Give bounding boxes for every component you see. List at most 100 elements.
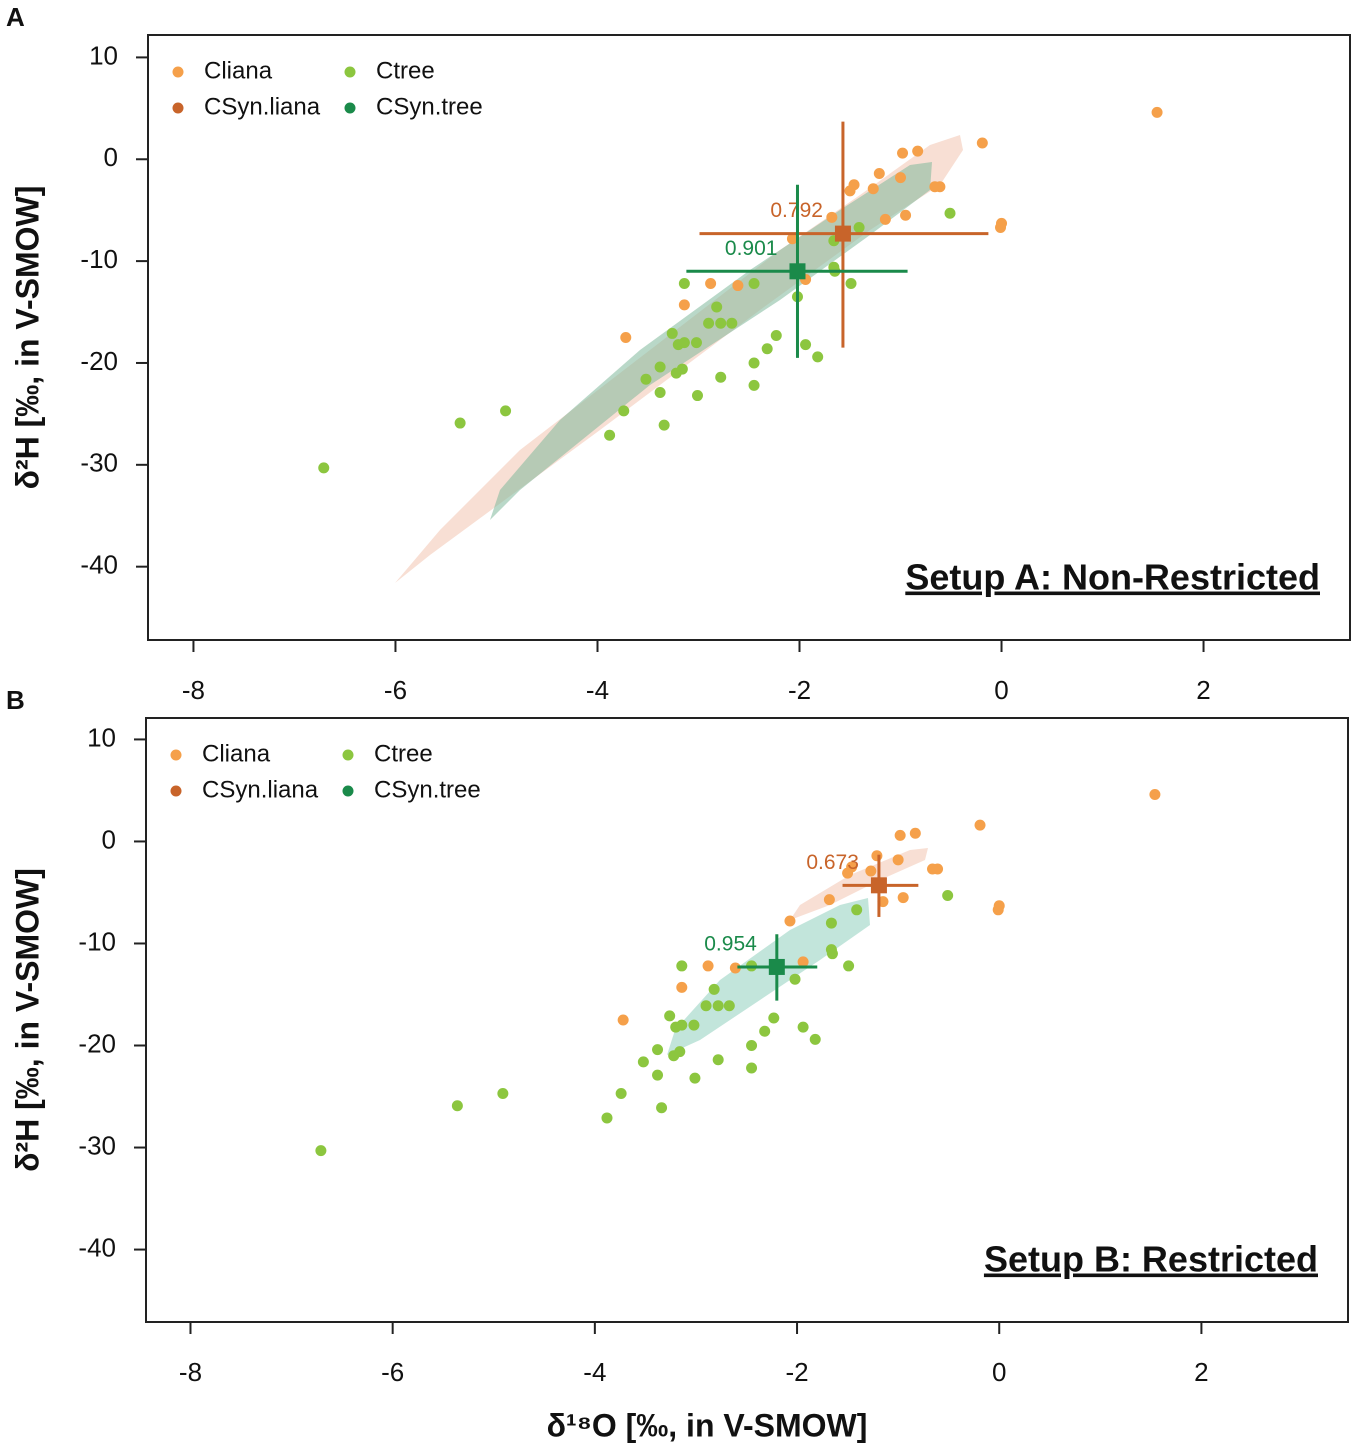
y-tick-label: -40: [80, 550, 118, 580]
point: [843, 960, 855, 972]
x-tick-label: 2: [1196, 675, 1210, 705]
y-axis-title: δ²H [‰, in V-SMOW]: [9, 868, 45, 1172]
legend-marker: [342, 785, 354, 797]
point: [748, 379, 760, 391]
point: [676, 1019, 688, 1031]
y-tick-label: 10: [87, 722, 116, 752]
synthetic-point: [789, 263, 806, 280]
point: [315, 1145, 327, 1157]
point: [823, 894, 835, 906]
annotation: 0.954: [704, 932, 757, 955]
point: [825, 917, 837, 929]
point: [652, 1044, 664, 1056]
x-tick-label: -6: [381, 1357, 404, 1387]
x-tick-label: 2: [1194, 1357, 1208, 1387]
x-tick-label: 0: [994, 675, 1008, 705]
y-tick-label: -10: [80, 244, 118, 274]
point: [797, 1021, 809, 1033]
point: [451, 1100, 463, 1112]
point: [900, 209, 912, 221]
y-tick-label: 0: [104, 142, 118, 172]
point: [708, 983, 720, 995]
y-tick-label: 10: [89, 40, 118, 70]
legend-marker: [170, 785, 182, 797]
point: [676, 363, 688, 375]
synthetic-point: [870, 877, 887, 894]
point: [666, 327, 678, 339]
x-tick-label: -8: [179, 1357, 202, 1387]
y-tick-label: -20: [80, 346, 118, 376]
point: [909, 827, 921, 839]
point: [640, 373, 652, 385]
point: [892, 854, 904, 866]
legend-label: CSyn.liana: [204, 93, 321, 120]
point: [676, 960, 688, 972]
x-axis-title: δ¹⁸O [‰, in V-SMOW]: [547, 1407, 868, 1443]
point: [654, 361, 666, 373]
point: [615, 1087, 627, 1099]
point: [712, 1000, 724, 1012]
point: [732, 280, 744, 292]
point: [929, 181, 941, 193]
point: [715, 317, 727, 329]
point: [845, 278, 857, 290]
panel-label: A: [6, 2, 25, 32]
point: [729, 962, 741, 974]
x-tick-label: 0: [992, 1357, 1006, 1387]
point: [691, 390, 703, 402]
point: [944, 207, 956, 219]
point: [800, 339, 812, 351]
legend-marker: [170, 749, 182, 761]
setup-label: Setup B: Restricted: [984, 1239, 1318, 1280]
point: [809, 1033, 821, 1045]
point: [678, 278, 690, 290]
y-tick-label: -30: [80, 448, 118, 478]
x-tick-label: -6: [384, 675, 407, 705]
point: [812, 351, 824, 363]
point: [726, 317, 738, 329]
point: [604, 429, 616, 441]
y-tick-label: 0: [102, 824, 116, 854]
y-tick-label: -10: [78, 926, 116, 956]
legend-marker: [344, 66, 356, 78]
point: [894, 829, 906, 841]
annotation: 0.673: [806, 851, 859, 874]
legend-marker: [172, 66, 184, 78]
point: [942, 890, 954, 902]
point: [454, 417, 466, 429]
legend-marker: [172, 102, 184, 114]
legend-label: Cliana: [202, 740, 271, 767]
plot-frame: [147, 34, 1351, 641]
x-tick-label: -2: [788, 675, 811, 705]
point: [656, 1102, 668, 1114]
synthetic-point: [768, 958, 785, 975]
point: [786, 233, 798, 245]
point: [689, 1072, 701, 1084]
point: [867, 183, 879, 195]
legend-label: CSyn.tree: [376, 93, 483, 120]
legend-label: CSyn.tree: [374, 776, 481, 803]
setup-label: Setup A: Non-Restricted: [905, 557, 1320, 598]
point: [703, 317, 715, 329]
point: [500, 405, 512, 417]
y-tick-label: -40: [78, 1232, 116, 1262]
point: [620, 332, 632, 343]
point: [690, 337, 702, 349]
x-tick-label: -8: [182, 675, 205, 705]
x-tick-label: -2: [785, 1357, 808, 1387]
tree-region: [490, 162, 932, 520]
point: [865, 865, 877, 877]
point: [702, 960, 714, 972]
point: [768, 1012, 780, 1024]
point: [826, 211, 838, 223]
point: [897, 147, 909, 159]
point: [711, 301, 723, 313]
point: [895, 172, 907, 184]
point: [674, 1046, 686, 1058]
x-tick-label: -4: [586, 675, 609, 705]
point: [712, 1054, 724, 1066]
point: [851, 904, 863, 916]
point: [761, 343, 773, 355]
point: [826, 948, 838, 960]
